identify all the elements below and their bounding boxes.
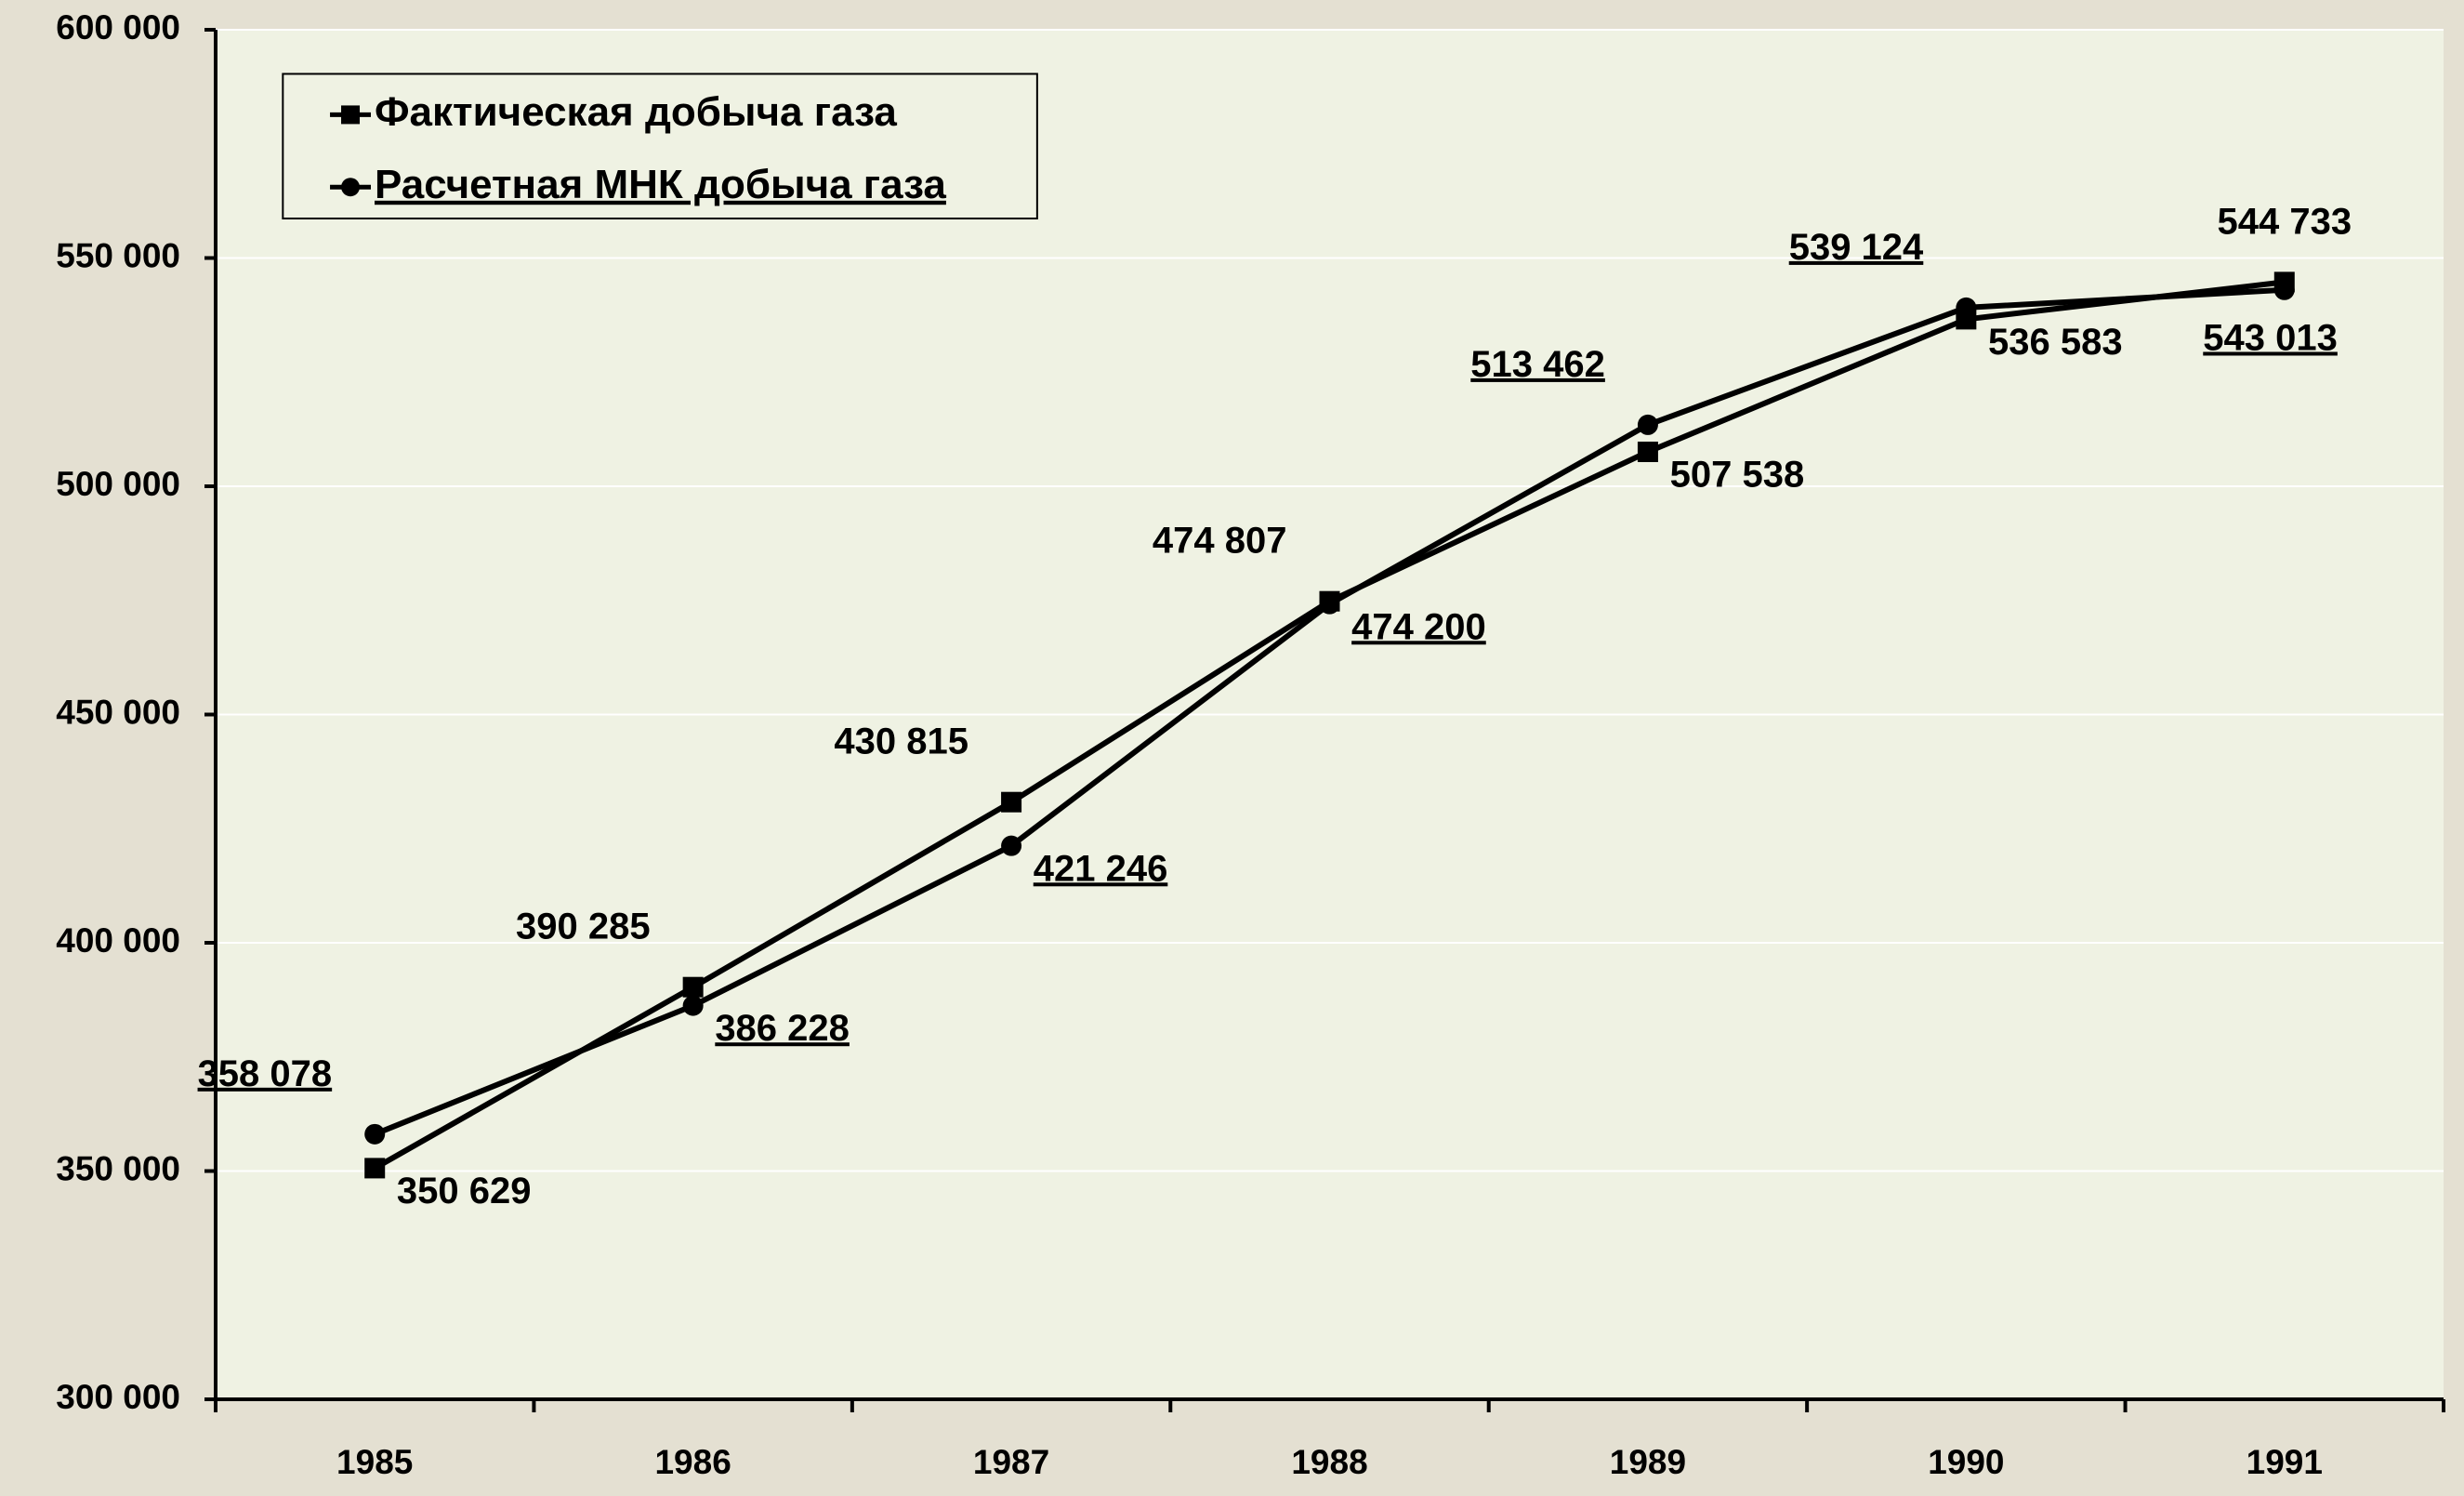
marker [682,995,704,1016]
legend-label: Фактическая добыча газа [375,89,897,135]
data-label: 543 013 [2203,317,2338,358]
data-label: 536 583 [1988,322,2123,363]
marker [1637,414,1658,435]
data-label: 539 124 [1789,227,1924,268]
data-label: 358 078 [198,1053,333,1094]
marker [2273,279,2295,300]
y-tick-label: 450 000 [56,693,180,731]
y-tick-label: 400 000 [56,921,180,960]
marker [1956,297,1977,318]
data-label: 474 200 [1351,606,1486,647]
marker [1319,593,1340,615]
data-label: 390 285 [516,907,651,947]
y-tick-label: 350 000 [56,1149,180,1187]
data-label: 421 246 [1034,848,1168,889]
y-tick-label: 600 000 [56,8,180,46]
y-tick-label: 500 000 [56,465,180,503]
legend-marker [341,105,361,125]
marker [364,1123,386,1145]
data-label: 513 462 [1470,344,1605,385]
data-label: 430 815 [834,722,968,762]
x-tick-label: 1987 [973,1443,1049,1481]
data-label: 544 733 [2217,201,2352,242]
marker [682,976,704,998]
y-tick-label: 300 000 [56,1378,180,1416]
x-tick-label: 1989 [1610,1443,1686,1481]
marker [1637,441,1658,462]
marker [1001,835,1022,856]
legend-marker [341,178,361,197]
data-label: 474 807 [1153,521,1287,562]
marker [364,1158,386,1179]
data-label: 350 629 [397,1171,532,1211]
y-tick-label: 550 000 [56,236,180,274]
x-tick-label: 1986 [654,1443,731,1481]
data-label: 507 538 [1670,455,1805,496]
x-tick-label: 1988 [1291,1443,1367,1481]
legend-label: Расчетная МНК добыча газа [375,162,946,207]
data-label: 386 228 [715,1008,850,1049]
x-tick-label: 1991 [2247,1443,2323,1481]
x-tick-label: 1985 [336,1443,413,1481]
legend-box [282,73,1038,220]
marker [1001,791,1022,813]
x-tick-label: 1990 [1928,1443,2004,1481]
